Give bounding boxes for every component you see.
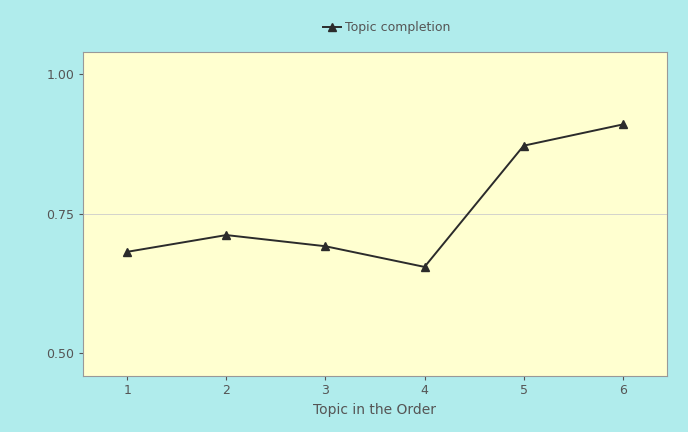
Topic completion [420,264,429,270]
X-axis label: Topic in the Order: Topic in the Order [314,403,436,417]
Topic completion [619,122,627,127]
Topic completion [321,244,330,249]
Topic completion [222,232,230,238]
Topic completion [519,143,528,148]
Line: Topic completion: Topic completion [123,120,627,271]
Legend: Topic completion: Topic completion [318,16,455,39]
Topic completion [123,249,131,254]
